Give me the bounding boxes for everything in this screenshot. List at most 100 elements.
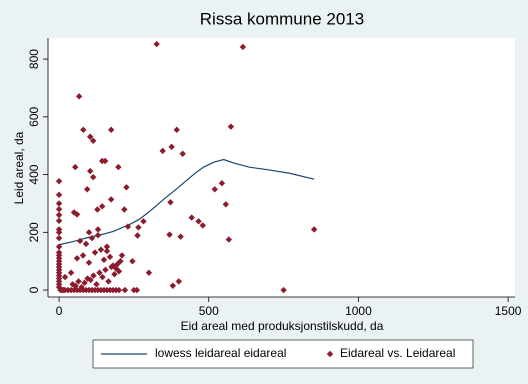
legend-label: lowess leidareal eidareal (155, 346, 286, 360)
scatter-point (55, 243, 63, 250)
scatter-point (91, 249, 99, 256)
scatter-point (90, 137, 97, 144)
scatter-point (225, 236, 233, 243)
scatter-point (140, 218, 147, 225)
scatter-point (84, 186, 91, 193)
scatter-point (179, 150, 186, 157)
scatter-point (99, 273, 106, 281)
scatter-point (72, 282, 79, 289)
scatter-point (96, 269, 103, 276)
scatter-point (239, 43, 247, 51)
scatter-point (85, 259, 93, 266)
scatter-point (79, 252, 87, 259)
scatter-point (173, 126, 180, 134)
scatter-point (166, 231, 173, 238)
scatter-point (61, 273, 69, 281)
scatter-point (106, 253, 114, 261)
scatter-point (118, 252, 126, 259)
scatter-point (76, 237, 84, 245)
scatter-point (195, 218, 202, 225)
y-axis-label: Leid areal, da (12, 131, 26, 204)
scatter-point (145, 269, 153, 276)
scatter-point (159, 147, 166, 155)
scatter-point (94, 226, 102, 233)
x-axis-label: Eid areal med produksjonstilskudd, da (181, 319, 384, 333)
scatter-point (199, 222, 206, 229)
scatter-point (153, 40, 160, 48)
scatter-point (88, 234, 96, 242)
scatter-point (90, 272, 97, 279)
scatter-point (102, 266, 109, 274)
scatter-point (135, 224, 142, 231)
scatter-point (280, 286, 287, 294)
scatter-point (124, 223, 132, 230)
x-tick-label: 0 (56, 304, 63, 318)
scatter-point (73, 211, 81, 218)
chart-title: Rissa kommune 2013 (200, 9, 364, 28)
scatter-point (167, 199, 174, 206)
scatter-point (78, 283, 85, 291)
scatter-point (70, 209, 78, 216)
scatter-point (82, 240, 90, 248)
y-tick-label: 400 (27, 164, 41, 184)
scatter-point (107, 126, 115, 134)
scatter-point (55, 211, 63, 219)
scatter-point (101, 157, 109, 165)
scatter-point (55, 229, 63, 236)
scatter-point (175, 278, 183, 285)
scatter-point (168, 143, 175, 151)
scatter-point (90, 173, 97, 181)
y-tick-label: 600 (27, 106, 41, 126)
scatter-point (134, 232, 141, 239)
scatter-point (169, 282, 177, 289)
scatter-point (55, 217, 63, 224)
scatter-point (87, 167, 94, 175)
scatter-point (310, 226, 318, 233)
scatter-point (72, 163, 79, 171)
scatter-point (112, 265, 120, 272)
scatter-point (81, 279, 88, 287)
x-tick-label: 500 (199, 304, 219, 318)
y-tick-label: 0 (27, 286, 41, 293)
scatter-point (55, 178, 63, 185)
scatter-point (93, 281, 100, 288)
x-tick-label: 1500 (495, 304, 522, 318)
scatter-point (115, 286, 123, 294)
scatter-point (105, 278, 112, 285)
scatter-point (73, 255, 81, 262)
scatter-point (129, 257, 136, 265)
plot-area (48, 38, 515, 297)
scatter-point (80, 126, 87, 134)
scatter-point (218, 180, 226, 187)
scatter-point (55, 191, 63, 198)
scatter-point (87, 276, 94, 284)
scatter-point (227, 123, 235, 130)
scatter-point (94, 206, 101, 213)
scatter-point (100, 256, 108, 263)
scatter-point (87, 133, 94, 140)
scatter-point (177, 233, 184, 240)
scatter-point (94, 232, 102, 239)
scatter-point (123, 184, 130, 191)
x-tick-label: 1000 (345, 304, 372, 318)
scatter-point (55, 200, 63, 207)
scatter-point (222, 201, 230, 208)
scatter-point (121, 286, 129, 294)
legend-label: Eidareal vs. Leidareal (340, 346, 455, 360)
scatter-point (55, 283, 63, 291)
scatter-point (117, 257, 124, 265)
scatter-point (55, 206, 63, 213)
legend (92, 339, 474, 369)
scatter-point (188, 214, 195, 221)
scatter-point (75, 278, 82, 285)
scatter-point (55, 234, 63, 242)
scatter-point (115, 163, 122, 171)
y-tick-label: 200 (27, 222, 41, 242)
scatter-point (133, 286, 141, 294)
scatter-point (111, 270, 118, 278)
scatter-point (107, 196, 115, 203)
scatter-point (121, 206, 128, 213)
scatter-point (85, 229, 93, 236)
scatter-point (211, 186, 218, 193)
